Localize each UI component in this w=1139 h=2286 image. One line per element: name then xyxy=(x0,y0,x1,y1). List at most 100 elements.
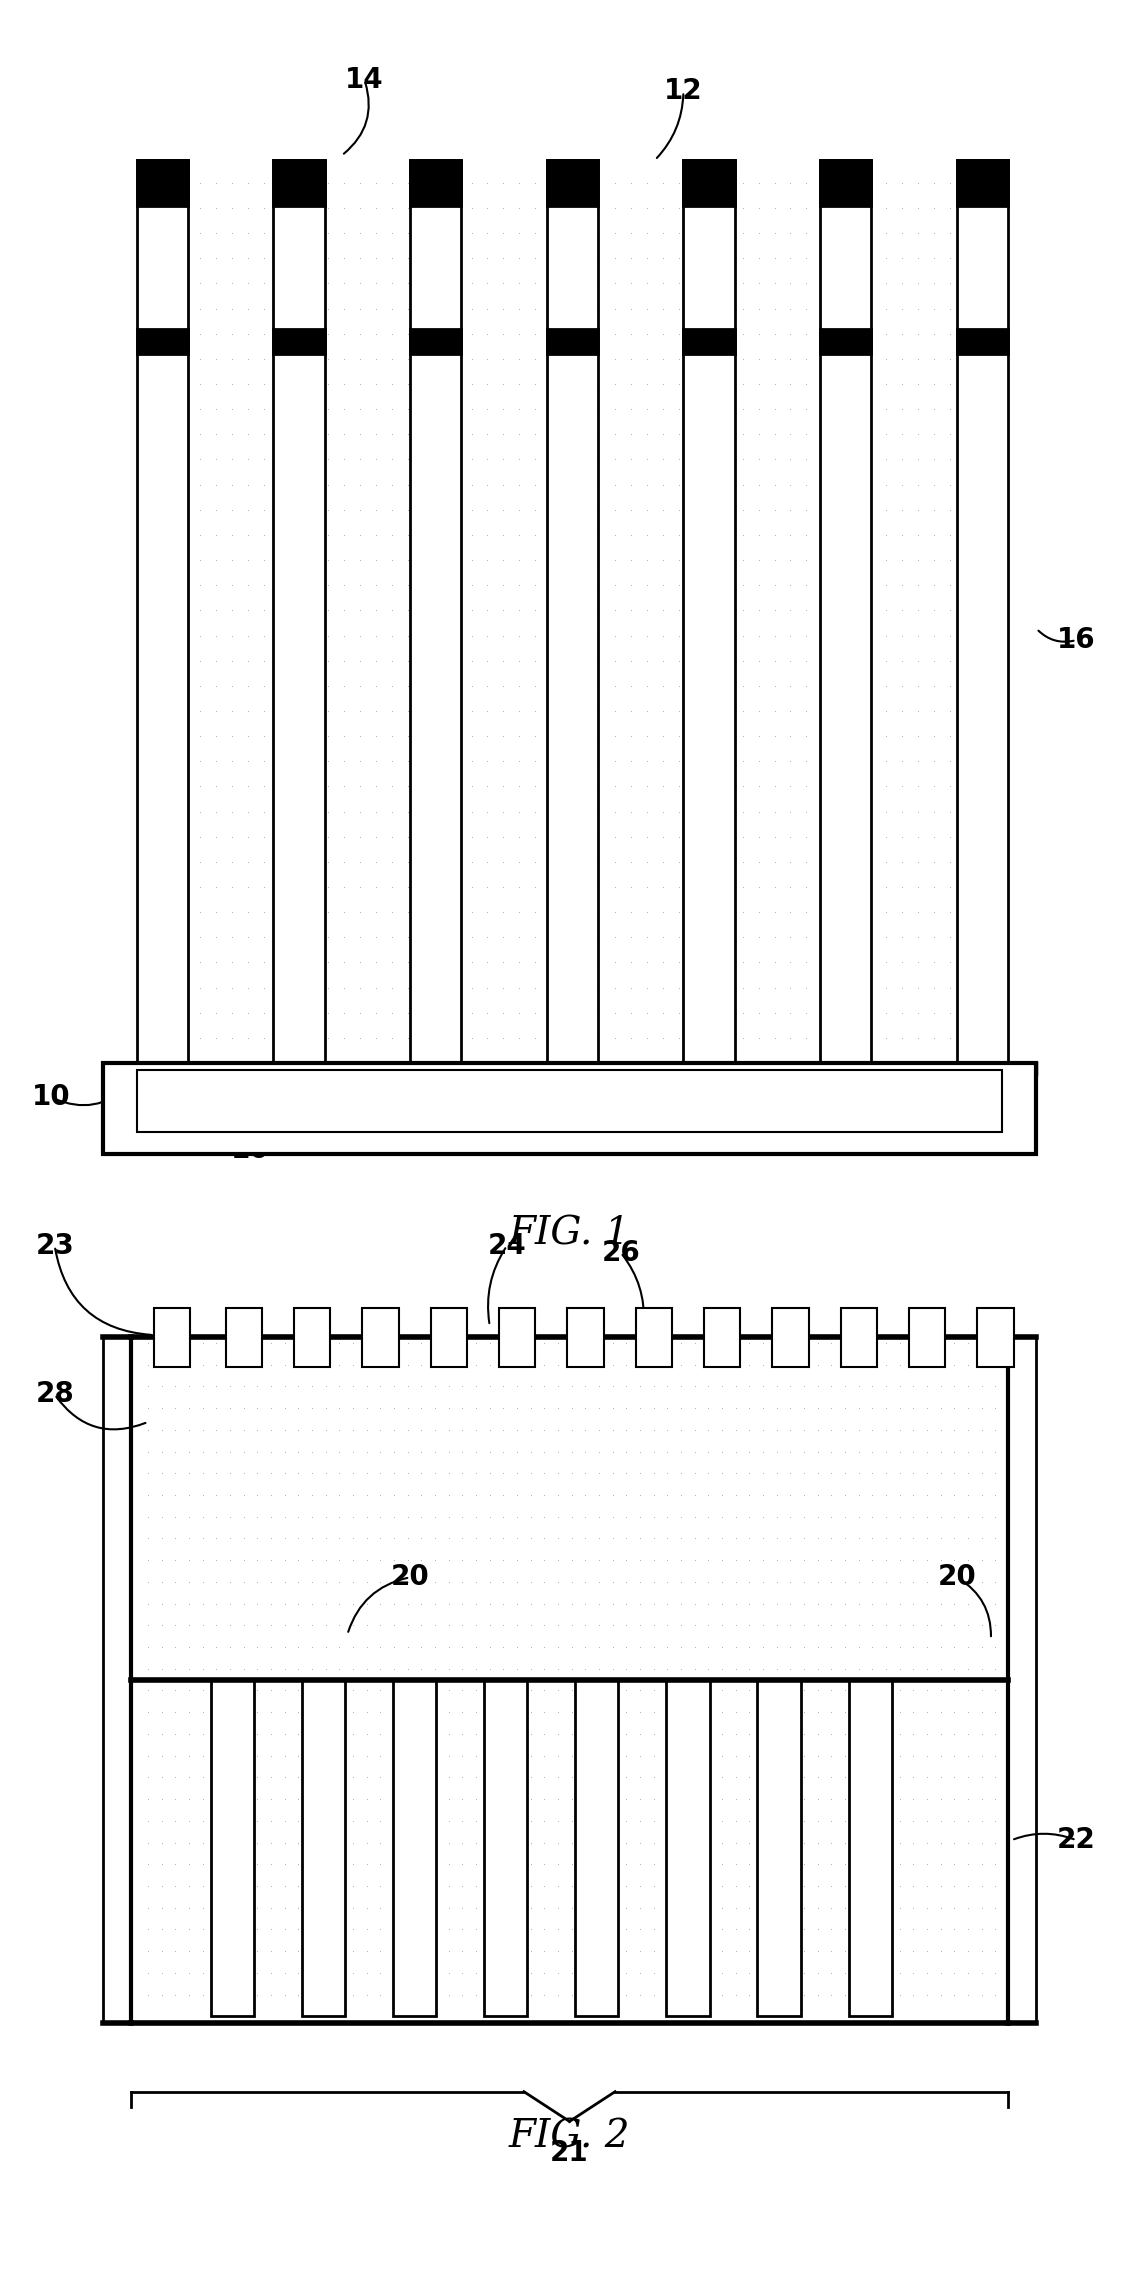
Point xyxy=(606,994,624,1031)
Point xyxy=(973,1520,991,1557)
Point xyxy=(631,1824,649,1861)
Point xyxy=(645,1346,663,1383)
Point xyxy=(426,1650,444,1687)
Point xyxy=(462,1020,481,1056)
Point xyxy=(877,466,895,503)
Point xyxy=(945,1367,964,1404)
Point xyxy=(191,693,210,729)
Point xyxy=(959,1454,977,1490)
Point xyxy=(622,1020,640,1056)
Point xyxy=(945,1824,964,1861)
Point xyxy=(670,215,688,251)
Point xyxy=(344,1454,362,1490)
Point xyxy=(781,1845,800,1881)
Point xyxy=(351,718,369,754)
Point xyxy=(941,894,959,930)
Point xyxy=(638,542,656,578)
Point xyxy=(191,215,210,251)
Point xyxy=(893,441,911,478)
Point xyxy=(344,1324,362,1360)
Point xyxy=(863,1932,882,1968)
Point xyxy=(344,1845,362,1881)
Point xyxy=(918,1454,936,1490)
Point xyxy=(809,1758,827,1795)
Point xyxy=(166,1564,185,1600)
Point xyxy=(718,290,736,327)
Point xyxy=(822,1801,841,1838)
Point xyxy=(153,1824,171,1861)
Point xyxy=(658,1390,677,1426)
Point xyxy=(508,1781,526,1817)
Point xyxy=(686,894,704,930)
Point xyxy=(918,1607,936,1644)
Point xyxy=(829,944,847,981)
Point xyxy=(221,1497,239,1534)
Point xyxy=(781,290,800,327)
Point xyxy=(385,1324,403,1360)
Point xyxy=(654,290,672,327)
Point xyxy=(590,1433,608,1470)
Point xyxy=(925,1020,943,1056)
Point xyxy=(638,668,656,704)
Point xyxy=(654,718,672,754)
Point xyxy=(932,1781,950,1817)
Point xyxy=(781,869,800,905)
Point xyxy=(686,391,704,427)
Point xyxy=(813,617,831,654)
Point xyxy=(446,818,465,855)
Point xyxy=(335,969,353,1006)
Point xyxy=(535,1671,554,1708)
Point xyxy=(440,1584,458,1621)
Point xyxy=(248,1541,267,1577)
Point xyxy=(973,1433,991,1470)
Point xyxy=(159,542,178,578)
Point xyxy=(221,1801,239,1838)
Point xyxy=(604,1781,622,1817)
Point xyxy=(248,1671,267,1708)
Point xyxy=(563,1564,581,1600)
Point xyxy=(822,1497,841,1534)
Point xyxy=(351,768,369,805)
Point xyxy=(344,1694,362,1731)
Point xyxy=(526,818,544,855)
Point xyxy=(522,1845,540,1881)
Point xyxy=(271,265,289,302)
Point xyxy=(829,894,847,930)
Point xyxy=(344,1671,362,1708)
Point xyxy=(467,1781,485,1817)
Point xyxy=(654,668,672,704)
Point xyxy=(287,818,305,855)
Point xyxy=(740,1714,759,1751)
Point xyxy=(891,1628,909,1664)
Point xyxy=(654,517,672,553)
Point xyxy=(781,190,800,226)
Point xyxy=(754,1694,772,1731)
Point xyxy=(303,1541,321,1577)
Point xyxy=(797,290,816,327)
Point xyxy=(850,1410,868,1447)
Point xyxy=(207,1714,226,1751)
Point xyxy=(765,265,784,302)
Point xyxy=(749,844,768,880)
Point xyxy=(590,818,608,855)
Point xyxy=(481,1454,499,1490)
Point xyxy=(276,1564,294,1600)
Point xyxy=(248,1650,267,1687)
Point xyxy=(223,969,241,1006)
Point xyxy=(522,1497,540,1534)
Point xyxy=(399,165,417,201)
Point xyxy=(877,1694,895,1731)
Point xyxy=(989,315,1007,352)
Polygon shape xyxy=(683,160,735,206)
Point xyxy=(606,793,624,830)
Point xyxy=(797,793,816,830)
Point xyxy=(453,1737,472,1774)
Point xyxy=(702,315,720,352)
Point xyxy=(822,1781,841,1817)
Point xyxy=(727,1477,745,1513)
Point xyxy=(510,265,528,302)
Point xyxy=(319,869,337,905)
Point xyxy=(335,718,353,754)
Point xyxy=(891,1975,909,2012)
Point xyxy=(973,617,991,654)
